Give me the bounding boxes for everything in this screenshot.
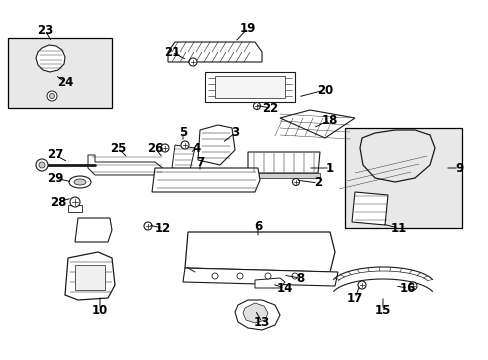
Text: 20: 20 [316,84,332,96]
Polygon shape [215,76,285,98]
Polygon shape [152,168,260,192]
Circle shape [49,94,54,99]
Polygon shape [204,72,294,102]
Ellipse shape [74,179,86,185]
Polygon shape [75,265,105,290]
Polygon shape [172,145,195,170]
Polygon shape [88,155,164,175]
Text: 1: 1 [325,162,333,175]
Polygon shape [36,45,65,72]
Text: 25: 25 [110,141,126,154]
Text: 4: 4 [192,141,201,154]
Text: 3: 3 [230,126,239,139]
Circle shape [253,103,260,109]
Text: 29: 29 [47,171,63,184]
Text: 28: 28 [50,195,66,208]
Text: 24: 24 [57,76,73,89]
Polygon shape [247,173,319,178]
Circle shape [70,197,80,207]
Circle shape [36,159,48,171]
Text: 23: 23 [37,23,53,36]
Text: 22: 22 [262,102,278,114]
Text: 12: 12 [155,221,171,234]
Polygon shape [280,110,354,138]
Text: 9: 9 [454,162,462,175]
Circle shape [212,273,218,279]
Circle shape [189,58,197,66]
Circle shape [161,144,169,152]
Text: 26: 26 [146,141,163,154]
Text: 10: 10 [92,303,108,316]
Circle shape [143,222,152,230]
Polygon shape [247,152,319,173]
Polygon shape [235,300,280,330]
Text: 11: 11 [390,221,407,234]
Text: 5: 5 [179,126,187,139]
Text: 21: 21 [163,45,180,58]
Polygon shape [75,218,112,242]
Text: 8: 8 [295,271,304,284]
Circle shape [264,273,270,279]
Circle shape [357,281,365,289]
Circle shape [39,162,45,168]
Polygon shape [254,278,285,288]
Polygon shape [351,192,387,225]
Circle shape [237,273,243,279]
Text: 2: 2 [313,176,322,189]
Text: 15: 15 [374,303,390,316]
Text: 7: 7 [196,157,203,170]
Text: 18: 18 [321,113,338,126]
Polygon shape [65,252,115,300]
Circle shape [408,282,416,290]
Circle shape [181,141,189,149]
Polygon shape [184,232,334,272]
Polygon shape [168,42,262,62]
Bar [8,38,112,108]
Polygon shape [243,303,267,323]
Text: 19: 19 [239,22,256,35]
Circle shape [292,179,299,185]
Text: 14: 14 [276,282,293,294]
Polygon shape [68,205,82,212]
Text: 17: 17 [346,292,363,305]
Polygon shape [198,125,235,165]
Text: 27: 27 [47,148,63,162]
Polygon shape [183,268,337,286]
Ellipse shape [69,176,91,188]
Polygon shape [359,130,434,182]
Circle shape [47,91,57,101]
Circle shape [291,273,297,279]
Text: 13: 13 [253,315,269,328]
Text: 6: 6 [253,220,262,233]
Bar [345,128,461,228]
Text: 16: 16 [399,282,415,294]
